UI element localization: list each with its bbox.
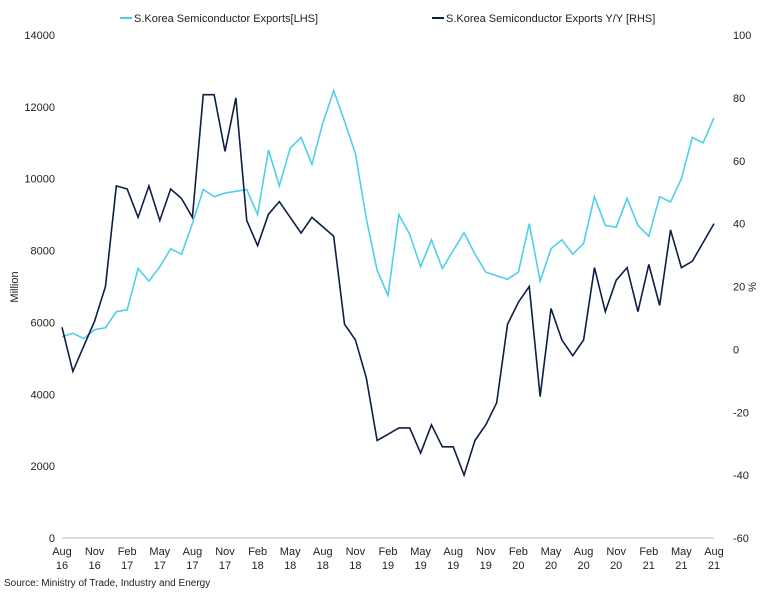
series-line (61, 93, 715, 478)
y2-tick-label: 0 (733, 344, 739, 356)
y2-tick-label: 100 (733, 30, 751, 42)
y-tick-label: 12000 (24, 102, 55, 114)
x-tick-label: Nov 18 (346, 546, 366, 572)
x-tick-label: Feb 18 (248, 546, 267, 572)
x-tick-label: Aug 20 (574, 546, 594, 572)
x-tick-label: May 18 (280, 546, 301, 572)
y2-tick-label: 40 (733, 219, 745, 231)
x-tick-label: Aug 16 (52, 546, 72, 572)
x-tick-label: Nov 20 (606, 546, 626, 572)
x-tick-label: Aug 21 (704, 546, 724, 572)
y2-tick-label: 80 (733, 93, 745, 105)
y-tick-label: 14000 (24, 30, 55, 42)
y2-tick-label: 20 (733, 282, 745, 294)
x-tick-label: May 20 (541, 546, 562, 572)
x-tick-label: Aug 19 (443, 546, 463, 572)
x-tick-label: May 21 (671, 546, 692, 572)
x-tick-label: Nov 17 (215, 546, 235, 572)
x-tick-label: Aug 18 (313, 546, 333, 572)
y2-axis-label: % (747, 282, 759, 292)
y-tick-label: 6000 (31, 317, 55, 329)
y2-tick-label: 60 (733, 156, 745, 168)
x-tick-label: Feb 19 (379, 546, 398, 572)
x-tick-label: Nov 16 (85, 546, 105, 572)
y-tick-label: 8000 (31, 246, 55, 258)
y-tick-label: 2000 (31, 461, 55, 473)
legend-label: S.Korea Semiconductor Exports[LHS] (134, 13, 318, 25)
x-tick-label: May 19 (410, 546, 431, 572)
y2-tick-label: -40 (733, 470, 749, 482)
x-tick-label: May 17 (149, 546, 170, 572)
x-tick-label: Feb 17 (118, 546, 137, 572)
x-tick-label: Feb 21 (639, 546, 658, 572)
y-tick-label: 4000 (31, 389, 55, 401)
y-axis-label: Million (9, 271, 21, 302)
legend-label: S.Korea Semiconductor Exports Y/Y [RHS] (446, 13, 655, 25)
y2-tick-label: -20 (733, 407, 749, 419)
y2-tick-label: -60 (733, 533, 749, 545)
y-tick-label: 0 (49, 533, 55, 545)
x-tick-label: Aug 17 (183, 546, 203, 572)
source-note: Source: Ministry of Trade, Industry and … (4, 578, 210, 589)
x-tick-label: Feb 20 (509, 546, 528, 572)
x-tick-label: Nov 19 (476, 546, 496, 572)
series-line (61, 88, 715, 340)
y-tick-label: 10000 (24, 174, 55, 186)
